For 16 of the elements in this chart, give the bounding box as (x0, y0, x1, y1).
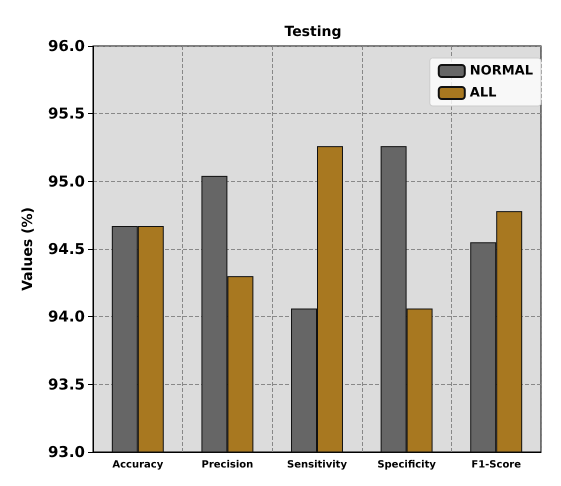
x-tick-label: Accuracy (112, 460, 164, 470)
y-tick-label: 93.0 (48, 443, 85, 461)
y-tick-label: 94.5 (48, 240, 85, 258)
y-tick-label: 95.5 (48, 104, 85, 123)
y-tick-label: 94.0 (48, 308, 85, 326)
x-tick-label: Precision (202, 460, 254, 470)
y-tick-label: 96.0 (48, 37, 85, 55)
legend-label: ALL (470, 86, 496, 100)
y-tick-label: 93.5 (48, 375, 85, 394)
x-tick-label: Sensitivity (287, 460, 348, 470)
legend-label: NORMAL (470, 64, 534, 78)
x-tick-label: Specificity (377, 460, 436, 470)
chart-title: Testing (284, 24, 342, 40)
x-tick-label: F1-Score (471, 460, 522, 470)
y-tick-label: 95.0 (48, 172, 85, 190)
y-axis-title: Values (%) (20, 207, 36, 291)
